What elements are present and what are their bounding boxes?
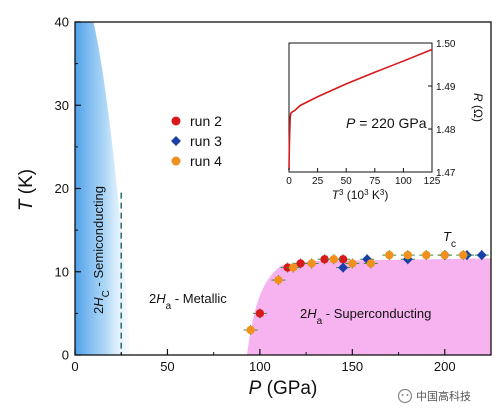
data-point — [422, 250, 431, 260]
inset-x-tick-label: 0 — [286, 176, 292, 187]
data-point — [288, 263, 298, 272]
data-point — [329, 255, 339, 264]
inset-frame — [288, 42, 433, 173]
data-point — [338, 262, 349, 273]
legend-label: run 3 — [190, 133, 222, 149]
watermark-icon-dot — [406, 394, 409, 396]
y-tick-label: 30 — [55, 98, 69, 113]
legend-entry: run 2 — [171, 113, 222, 129]
data-point — [366, 259, 376, 268]
x-tick-label: 150 — [341, 359, 363, 374]
legend-entry: run 3 — [171, 133, 222, 149]
inset-y-tick-label: 1.49 — [436, 82, 456, 93]
data-point — [476, 250, 487, 261]
y-tick-label: 10 — [55, 264, 69, 279]
x-tick-label: 100 — [249, 359, 271, 374]
watermark: 中国高科技 — [397, 388, 471, 404]
data-point — [320, 255, 329, 264]
legend: run 2 run 3 run 4 — [171, 113, 222, 169]
inset-y-tick-label: 1.50 — [436, 39, 456, 50]
legend-marker — [171, 116, 181, 126]
x-tick-label: 0 — [71, 359, 78, 374]
data-point — [403, 250, 412, 260]
inset-x-tick-label: 100 — [395, 176, 412, 187]
metallic-region-label: 2Ha - Metallic — [149, 291, 227, 312]
x-tick-label: 200 — [434, 359, 456, 374]
data-point — [459, 250, 468, 260]
x-axis-title: P (GPa) — [249, 378, 318, 399]
data-point — [246, 325, 255, 335]
semiconducting-region — [75, 22, 131, 355]
y-axis-title: T (K) — [16, 169, 37, 211]
inset-y-axis-title: R (Ω) — [471, 93, 485, 122]
data-point — [338, 255, 348, 264]
data-point — [274, 275, 283, 285]
inset-y-tick-label: 1.48 — [436, 125, 456, 136]
inset-y-tick-label: 1.47 — [436, 168, 456, 179]
legend-marker — [171, 136, 181, 146]
data-point — [440, 250, 449, 260]
y-tick-label: 40 — [55, 15, 69, 30]
inset-x-tick-label: 50 — [341, 176, 353, 187]
x-tick-label: 50 — [160, 359, 174, 374]
legend-label: run 2 — [190, 113, 222, 129]
data-point — [385, 250, 394, 260]
semiconducting-region-label: 2HC - Semiconducting — [91, 186, 112, 314]
series-run-4 — [243, 250, 471, 336]
data-points — [243, 250, 489, 336]
inset-x-tick-label: 25 — [312, 176, 324, 187]
data-point — [296, 259, 305, 268]
phase-regions — [75, 22, 491, 355]
inset-x-tick-label: 125 — [424, 176, 441, 187]
inset-x-axis-title: T3 (103 K3) — [332, 188, 389, 203]
inset-title: P = 220 GPa — [346, 115, 427, 131]
data-point — [255, 309, 265, 318]
legend-marker — [171, 156, 181, 166]
inset-x-tick-label: 75 — [369, 176, 381, 187]
y-tick-label: 20 — [55, 181, 69, 196]
watermark-icon — [397, 388, 413, 404]
superconducting-region-label: 2Ha - Superconducting — [300, 306, 431, 327]
data-point — [348, 259, 357, 268]
legend-entry: run 4 — [171, 153, 222, 169]
watermark-icon-dot — [401, 394, 404, 396]
inset-resistance-curve — [288, 48, 433, 170]
y-tick-label: 0 — [62, 348, 69, 363]
superconducting-region — [246, 258, 491, 355]
data-point — [307, 259, 316, 268]
watermark-text: 中国高科技 — [416, 389, 471, 403]
main-axes: 0 50 100 150 200 0 10 20 30 40 — [55, 15, 492, 374]
tc-label: Tc — [443, 229, 456, 250]
legend-label: run 4 — [190, 153, 222, 169]
